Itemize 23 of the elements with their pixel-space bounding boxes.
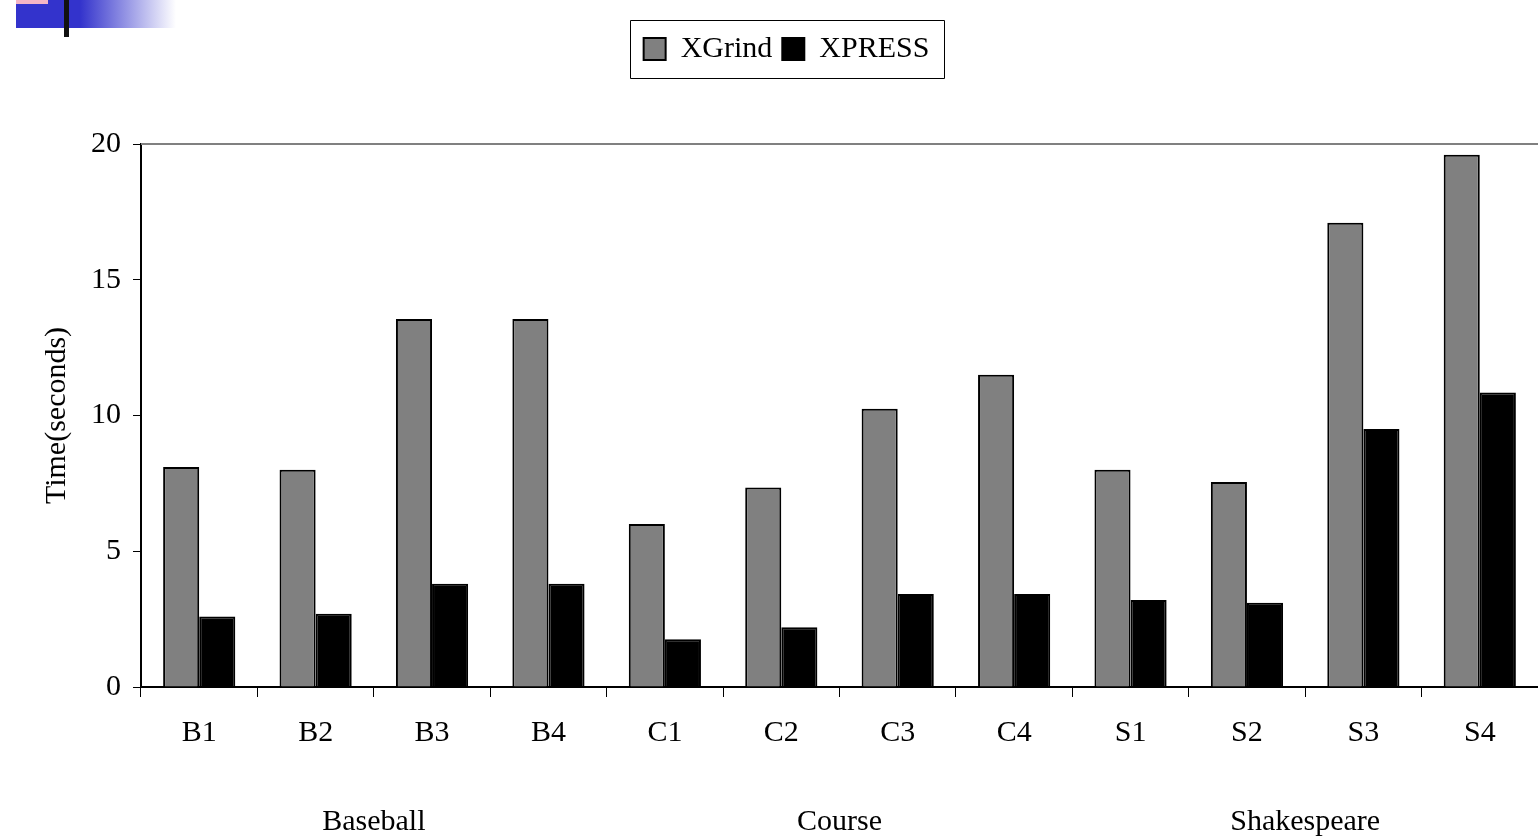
y-tick-label: 20 <box>91 124 121 158</box>
x-tick-label: B4 <box>530 713 566 747</box>
y-tick-label: 15 <box>91 260 121 294</box>
x-tick-label: B1 <box>181 713 217 747</box>
x-tick-label: C3 <box>880 713 916 747</box>
y-axis-title: Time(seconds) <box>37 326 72 505</box>
x-tick-label: B3 <box>414 713 450 747</box>
x-tick-label: C4 <box>996 713 1032 747</box>
x-tick-label: B2 <box>298 713 334 747</box>
y-tick-label: 10 <box>91 396 121 430</box>
x-tick-label: S3 <box>1347 713 1380 747</box>
x-tick-label: C1 <box>647 713 683 747</box>
text: Baseball <box>322 803 426 836</box>
text: Course <box>797 803 882 836</box>
legend-label: XGrind <box>680 29 773 63</box>
x-tick-label: S2 <box>1231 713 1263 747</box>
x-tick-label: S4 <box>1463 713 1496 747</box>
x-tick-label: S1 <box>1114 713 1147 747</box>
x-tick-label: C2 <box>763 713 799 747</box>
legend-label: XPRESS <box>819 29 930 63</box>
y-tick-label: 0 <box>106 667 121 701</box>
text: Shakespeare <box>1230 803 1381 836</box>
y-tick-label: 5 <box>106 532 121 566</box>
